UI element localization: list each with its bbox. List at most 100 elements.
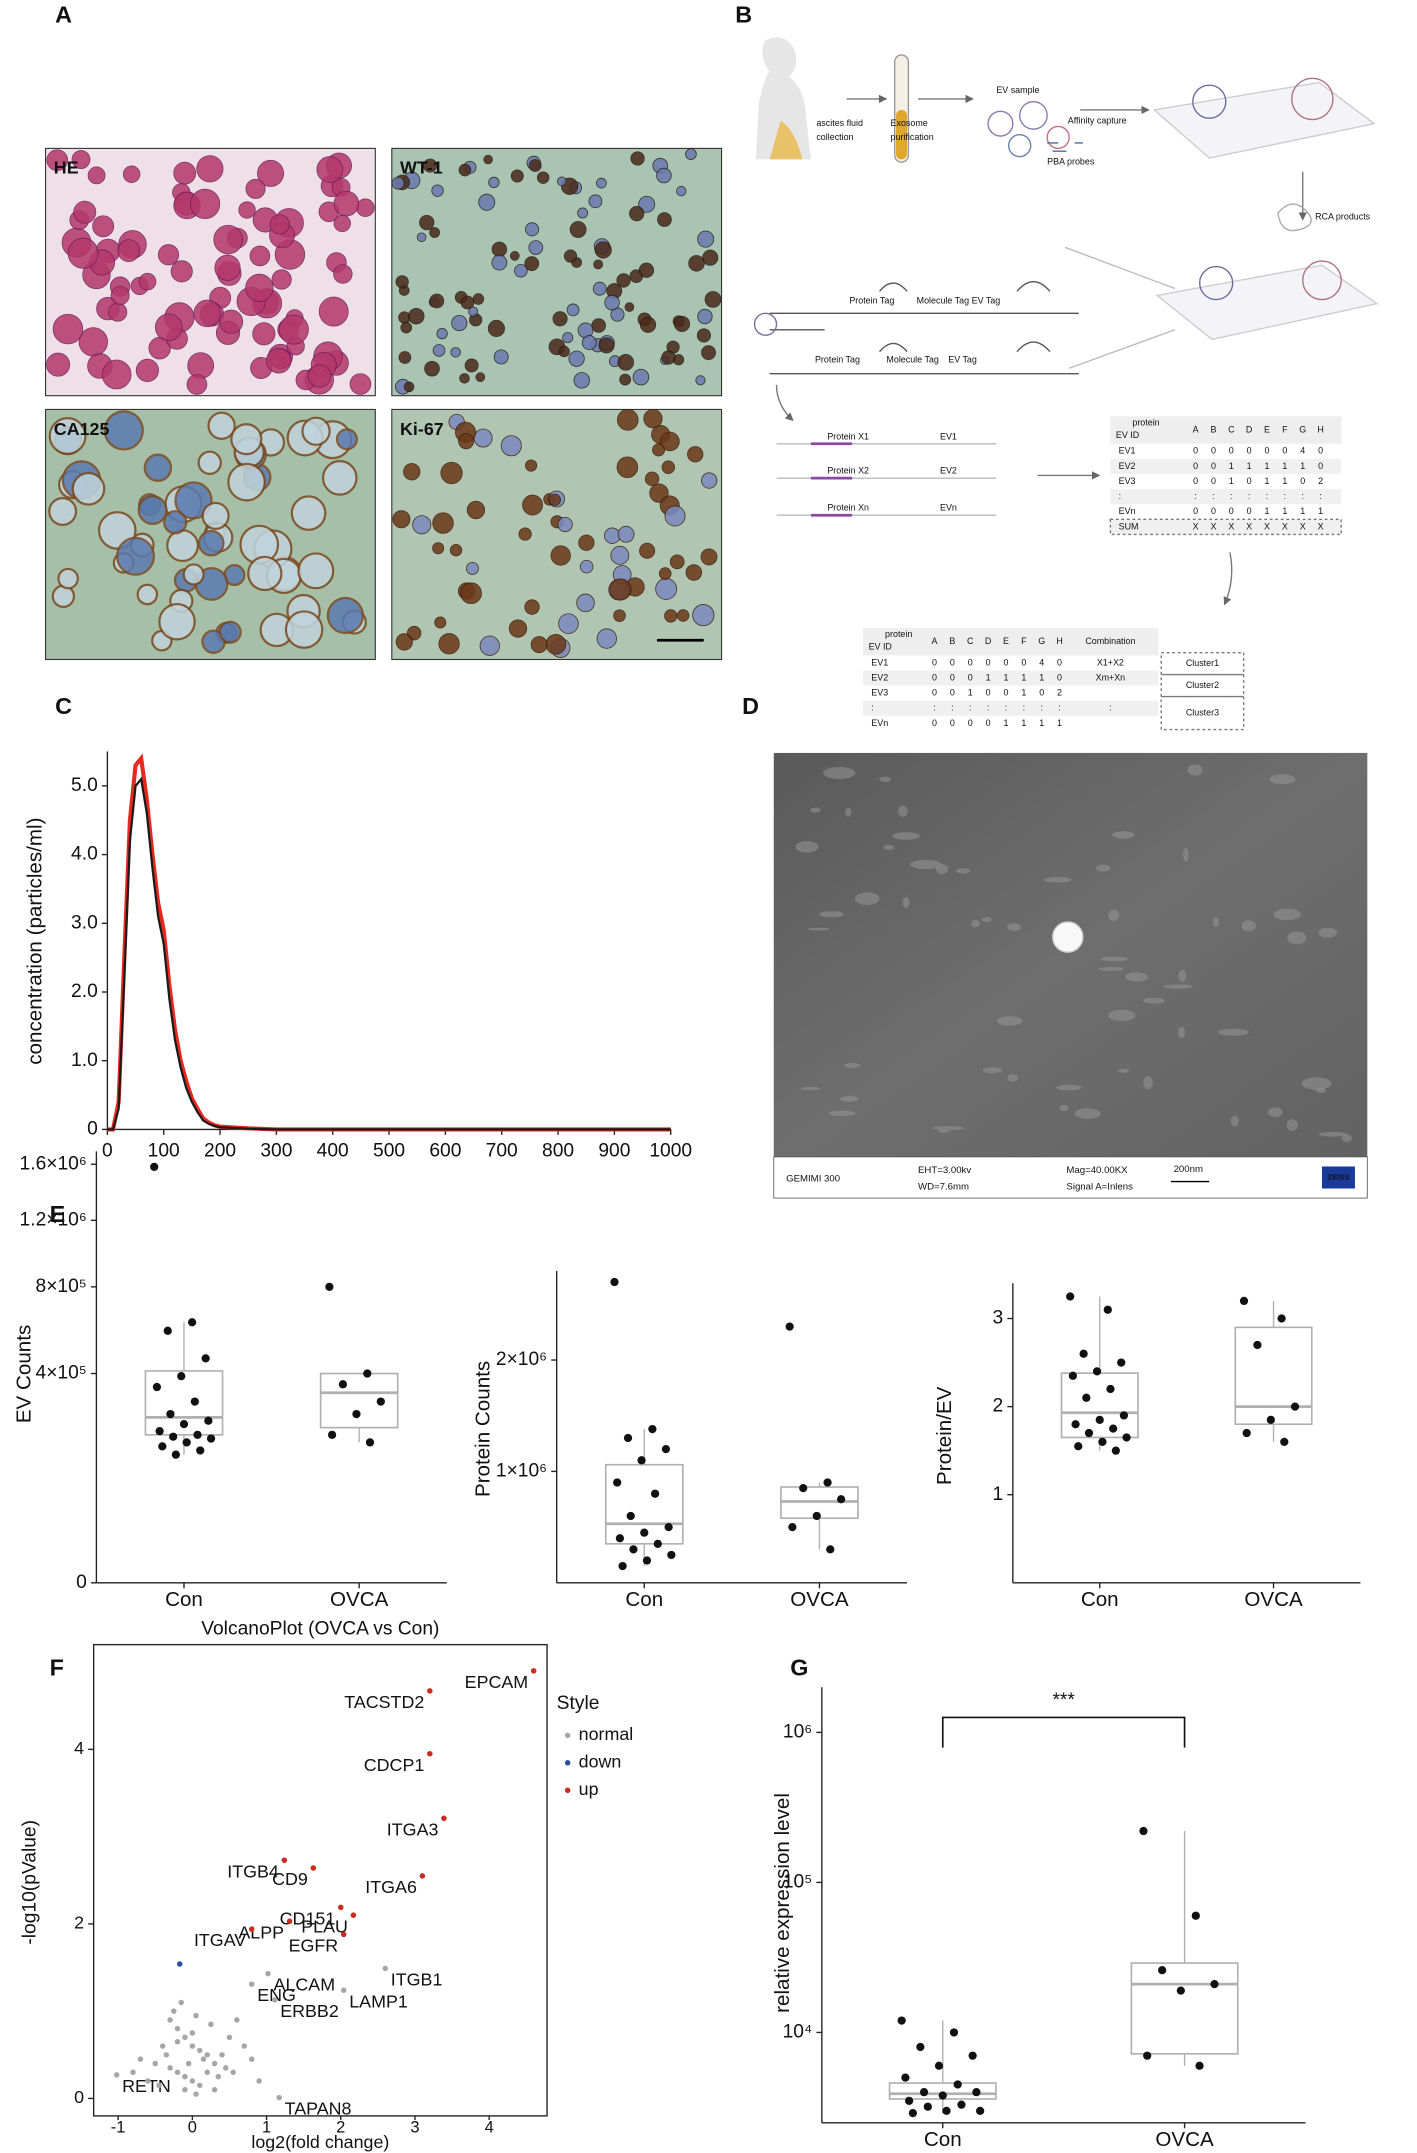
diagram-label: purification [891, 132, 934, 142]
data-point [310, 1865, 317, 1871]
cell [522, 494, 543, 516]
cell [596, 628, 617, 649]
table-cell: X [1318, 521, 1324, 531]
x-tick-label: 4 [485, 2119, 494, 2137]
data-point [653, 1539, 662, 1548]
cell [525, 459, 538, 472]
table-cell: 0 [1211, 506, 1216, 516]
table-cell: : [1005, 703, 1007, 713]
panel-label: C [55, 693, 72, 719]
sem-feature [1007, 923, 1021, 931]
cluster-box [1160, 695, 1245, 731]
point-label: ALCAM [274, 1975, 336, 1995]
cell [696, 328, 711, 343]
cluster-label: Cluster3 [1186, 707, 1219, 717]
data-point [177, 1372, 186, 1381]
table-cell: X [1210, 521, 1216, 531]
sem-feature [828, 1110, 856, 1117]
data-point [190, 1397, 199, 1406]
cell [576, 593, 595, 613]
data-point [174, 2025, 181, 2032]
diagram-label: Molecule Tag [917, 295, 969, 305]
cell [391, 176, 405, 190]
cell [87, 166, 106, 185]
data-point [182, 2086, 188, 2093]
cell [524, 256, 540, 272]
table-cell: : [933, 703, 935, 713]
data-point [193, 1430, 202, 1439]
cell [655, 578, 678, 600]
cell [103, 410, 144, 451]
table-cell: 1 [1229, 461, 1234, 471]
table-cell: 0 [968, 657, 973, 667]
data-point [923, 2102, 932, 2111]
x-tick-label: Con [625, 1588, 663, 1611]
x-tick-label: OVCA [1155, 2128, 1214, 2151]
table-cell: 0 [1193, 446, 1198, 456]
cell [316, 156, 344, 183]
data-point [1239, 1296, 1249, 1306]
cell [245, 273, 274, 303]
cell [676, 609, 690, 622]
data-point [169, 1432, 178, 1441]
table-cell: : [1230, 491, 1232, 501]
data-point [158, 1442, 167, 1451]
table-cell: EV1 [1119, 446, 1136, 456]
y-tick-label: 0 [74, 2087, 84, 2107]
point-label: TAPAN8 [285, 2099, 352, 2119]
cell [466, 500, 486, 520]
table-cell: 1 [1039, 718, 1044, 728]
table-col: H [1056, 636, 1062, 646]
cell [78, 327, 108, 357]
point-label: CD9 [272, 1869, 308, 1889]
sem-feature [1230, 1115, 1239, 1127]
sem-feature [1287, 931, 1307, 945]
cell [639, 542, 656, 559]
data-point [193, 2091, 199, 2097]
table-cell: 0 [932, 672, 937, 682]
data-point [530, 1668, 537, 1674]
sem-info: EHT=3.00kv [918, 1165, 971, 1176]
table-cell: EV2 [871, 672, 888, 682]
data-point [219, 2052, 225, 2058]
cell [138, 272, 157, 291]
y-tick-label: 2×10⁶ [496, 1349, 547, 1370]
data-point [338, 1904, 344, 1911]
data-point [1195, 2061, 1204, 2070]
sem-image [773, 752, 1368, 1157]
cell [201, 501, 230, 530]
table-cell: : [1023, 703, 1025, 713]
plot-frame [92, 1643, 548, 2117]
cell [604, 527, 621, 544]
sem-feature [1125, 972, 1149, 982]
cell [557, 176, 567, 187]
table-col: G [1038, 636, 1045, 646]
cell [563, 249, 578, 263]
data-point [1117, 1358, 1126, 1367]
table-cell: 1 [1300, 461, 1305, 471]
capture-plane [1152, 81, 1376, 159]
cell [431, 184, 444, 197]
table-cell: : [1266, 491, 1268, 501]
data-point [897, 2016, 906, 2025]
data-point [340, 1931, 347, 1938]
diagram-label: Molecule Tag [886, 354, 938, 364]
cell [629, 205, 645, 222]
table-col: B [949, 636, 955, 646]
cell [458, 433, 475, 450]
table-cell: EVn [1119, 506, 1136, 516]
table-cell: 2 [1057, 688, 1062, 698]
box [1060, 1372, 1139, 1439]
cell [487, 319, 505, 338]
data-point [196, 1446, 205, 1455]
table-cell: 0 [950, 672, 955, 682]
cell [630, 151, 645, 166]
data-point [281, 1857, 288, 1863]
cell [227, 462, 266, 502]
table-cell: 1 [1021, 718, 1026, 728]
table-col: D [985, 636, 992, 646]
cell [92, 215, 115, 238]
data-point [1191, 1911, 1200, 1920]
sem-feature [1100, 956, 1129, 962]
data-point [419, 1873, 426, 1879]
